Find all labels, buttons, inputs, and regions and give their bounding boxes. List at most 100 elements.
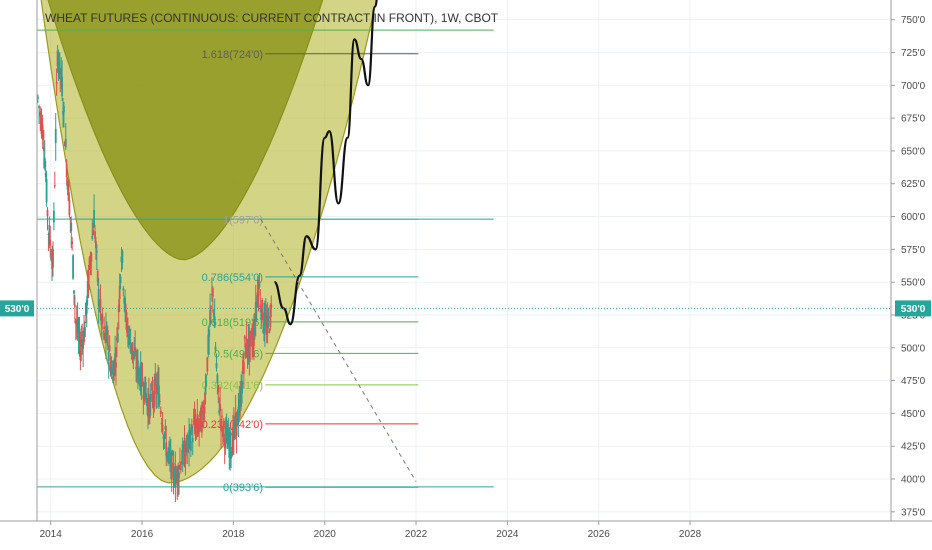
candle-body — [116, 333, 119, 342]
candle-body — [52, 210, 55, 223]
candle-body — [162, 436, 165, 439]
candle-body — [80, 339, 83, 347]
candle-body — [170, 452, 173, 481]
candle-body — [258, 284, 261, 288]
left-price-tag — [0, 300, 34, 317]
candle-body — [126, 326, 128, 333]
candle-body — [44, 173, 47, 177]
candle-body — [169, 452, 172, 467]
candle-body — [160, 422, 163, 424]
candle-body — [207, 334, 210, 355]
candle-body — [270, 304, 273, 308]
candle-body — [123, 297, 126, 304]
candle-body — [216, 374, 219, 383]
candle-body — [194, 424, 197, 436]
candle-body — [211, 294, 213, 296]
candle-body — [137, 360, 139, 379]
candle-body — [212, 312, 215, 317]
candle-body — [105, 329, 108, 342]
candle-body — [103, 326, 106, 329]
candle-body — [155, 383, 158, 395]
y-axis[interactable]: 375'0400'0425'0450'0475'0500'0525'0550'0… — [891, 15, 926, 518]
candle-body — [185, 437, 188, 453]
y-tick-label: 550'0 — [901, 278, 926, 289]
candle-body — [138, 377, 141, 386]
candle-body — [248, 334, 251, 360]
candle-body — [224, 427, 227, 438]
candle-body — [226, 440, 229, 449]
y-tick-label: 700'0 — [901, 81, 926, 92]
candle-body — [244, 344, 247, 358]
candle-body — [243, 336, 246, 340]
candle-body — [165, 442, 168, 457]
candle-body — [94, 231, 96, 239]
candle-body — [49, 239, 52, 246]
candle-body — [121, 250, 124, 263]
x-tick-label: 2022 — [405, 529, 428, 540]
candle-body — [256, 292, 259, 304]
candle-body — [266, 315, 269, 334]
candle-body — [210, 306, 212, 308]
candle-body — [108, 345, 111, 352]
candle-body — [158, 401, 161, 403]
y-tick-label: 600'0 — [901, 212, 926, 223]
candle-body — [126, 326, 129, 332]
candle-body — [241, 380, 243, 394]
y-tick-label: 650'0 — [901, 146, 926, 157]
candle-body — [46, 209, 49, 217]
candle-body — [37, 96, 39, 99]
y-tick-label: 750'0 — [901, 15, 926, 26]
candle-body — [198, 426, 201, 430]
candle-body — [201, 403, 204, 409]
candle-body — [129, 342, 132, 353]
candle-body — [96, 270, 99, 283]
candle-body — [247, 338, 250, 355]
candle-body — [214, 346, 217, 351]
y-tick-label: 500'0 — [901, 343, 926, 354]
candle-body — [158, 385, 160, 407]
candle-body — [106, 329, 109, 346]
candle-body — [156, 386, 159, 395]
candle-body — [227, 429, 230, 444]
candle-body — [125, 310, 127, 317]
candle-body — [259, 304, 262, 308]
candle-body — [153, 379, 156, 407]
chart-title: WHEAT FUTURES (CONTINUOUS: CURRENT CONTR… — [45, 11, 499, 25]
candle-body — [66, 181, 69, 190]
candle-body — [74, 320, 77, 324]
candle-body — [222, 420, 225, 429]
candle-body — [118, 285, 121, 300]
x-axis[interactable]: 2014 2016 2018 2020 2022 2024 2026 2028 — [40, 521, 702, 540]
candle-body — [171, 454, 174, 456]
candle-body — [264, 315, 267, 320]
candle-body — [159, 410, 162, 415]
candle-body — [255, 302, 258, 306]
y-tick-label: 400'0 — [901, 475, 926, 486]
candle-body — [116, 337, 118, 341]
candle-body — [218, 409, 221, 414]
candle-body — [219, 403, 222, 411]
x-tick-label: 2024 — [496, 529, 519, 540]
candle-body — [232, 420, 235, 439]
candle-body — [189, 427, 191, 435]
candle-body — [145, 393, 148, 403]
candle-body — [52, 249, 54, 268]
candle-body — [43, 157, 46, 168]
candle-body — [97, 288, 100, 306]
candle-body — [86, 280, 89, 299]
candle-body — [73, 290, 75, 294]
candle-body — [206, 357, 209, 372]
candle-body — [152, 396, 155, 401]
y-tick-label: 375'0 — [901, 507, 926, 518]
candle-body — [110, 366, 113, 375]
candle-body — [45, 178, 48, 203]
candle-body — [176, 468, 179, 485]
candle-body — [99, 298, 102, 308]
candle-body — [84, 327, 86, 337]
fib-level-label: 1.618(724'0) — [202, 49, 263, 61]
candle-body — [135, 366, 138, 370]
candle-body — [149, 394, 152, 402]
candle-body — [234, 412, 237, 429]
candle-body — [154, 377, 157, 382]
candle-body — [167, 450, 169, 452]
